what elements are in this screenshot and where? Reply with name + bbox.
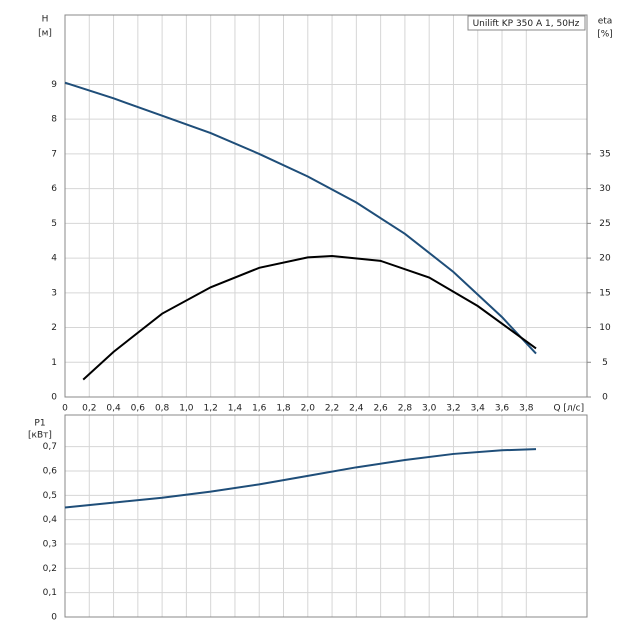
y-tick-label: 4 bbox=[51, 254, 57, 264]
x-tick-label: 1,0 bbox=[179, 404, 194, 414]
y-tick-label: 0 bbox=[51, 613, 57, 623]
series-line bbox=[64, 81, 537, 355]
y2-tick-label: 15 bbox=[599, 288, 610, 298]
y-axis-unit: [кВт] bbox=[28, 431, 52, 441]
x-tick-label: 0,4 bbox=[106, 404, 121, 414]
y-tick-label: 5 bbox=[51, 219, 57, 229]
x-tick-label: 3,6 bbox=[495, 404, 510, 414]
plot-frame bbox=[64, 414, 588, 618]
x-axis-label: Q [л/с] bbox=[553, 404, 584, 414]
y-tick-label: 0,1 bbox=[43, 588, 57, 598]
y-tick-label: 6 bbox=[51, 184, 57, 194]
x-tick-label: 1,2 bbox=[204, 404, 218, 414]
x-tick-label: 3,8 bbox=[519, 404, 534, 414]
x-tick-label: 0,8 bbox=[155, 404, 170, 414]
x-tick-label: 2,4 bbox=[349, 404, 364, 414]
x-tick-label: 0,2 bbox=[82, 404, 96, 414]
y2-tick-label: 35 bbox=[599, 149, 610, 159]
x-tick-label: 0 bbox=[62, 404, 68, 414]
y-axis-label: P1 bbox=[34, 419, 45, 429]
y-tick-label: 0,4 bbox=[43, 515, 58, 525]
y-axis-unit: [м] bbox=[38, 29, 52, 39]
y-tick-label: 8 bbox=[51, 115, 57, 125]
x-tick-label: 2,0 bbox=[301, 404, 316, 414]
legend-text: Unilift KP 350 A 1, 50Hz bbox=[473, 19, 580, 29]
y2-tick-label: 10 bbox=[599, 323, 611, 333]
x-tick-label: 1,8 bbox=[276, 404, 291, 414]
legend-box bbox=[467, 15, 586, 31]
x-tick-label: 3,0 bbox=[422, 404, 437, 414]
y-tick-label: 1 bbox=[51, 358, 57, 368]
x-tick-label: 1,4 bbox=[228, 404, 243, 414]
x-tick-label: 2,6 bbox=[373, 404, 388, 414]
y-tick-label: 3 bbox=[51, 288, 57, 298]
y-axis-label: H bbox=[42, 15, 49, 25]
y-tick-label: 0,6 bbox=[43, 466, 58, 476]
y2-tick-label: 5 bbox=[602, 358, 608, 368]
x-tick-label: 0,6 bbox=[131, 404, 146, 414]
series-line bbox=[64, 448, 537, 509]
y-tick-label: 0,7 bbox=[43, 442, 57, 452]
x-tick-label: 3,2 bbox=[446, 404, 460, 414]
y2-tick-label: 0 bbox=[602, 393, 608, 403]
plot-frame bbox=[64, 14, 588, 398]
x-tick-label: 2,8 bbox=[398, 404, 413, 414]
y-tick-label: 0,2 bbox=[43, 564, 57, 574]
series-line bbox=[82, 255, 537, 381]
y-tick-label: 2 bbox=[51, 323, 57, 333]
y2-tick-label: 20 bbox=[599, 254, 611, 264]
y-tick-label: 0,5 bbox=[43, 491, 57, 501]
y2-tick-label: 25 bbox=[599, 219, 610, 229]
x-tick-label: 1,6 bbox=[252, 404, 267, 414]
y-tick-label: 7 bbox=[51, 149, 57, 159]
y-tick-label: 0,3 bbox=[43, 539, 57, 549]
x-tick-label: 2,2 bbox=[325, 404, 339, 414]
y2-tick-label: 30 bbox=[599, 184, 611, 194]
y-tick-label: 0 bbox=[51, 393, 57, 403]
y2-axis-unit: [%] bbox=[597, 30, 613, 40]
y2-axis-label: eta bbox=[598, 17, 613, 27]
x-tick-label: 3,4 bbox=[471, 404, 486, 414]
y-tick-label: 9 bbox=[51, 80, 57, 90]
